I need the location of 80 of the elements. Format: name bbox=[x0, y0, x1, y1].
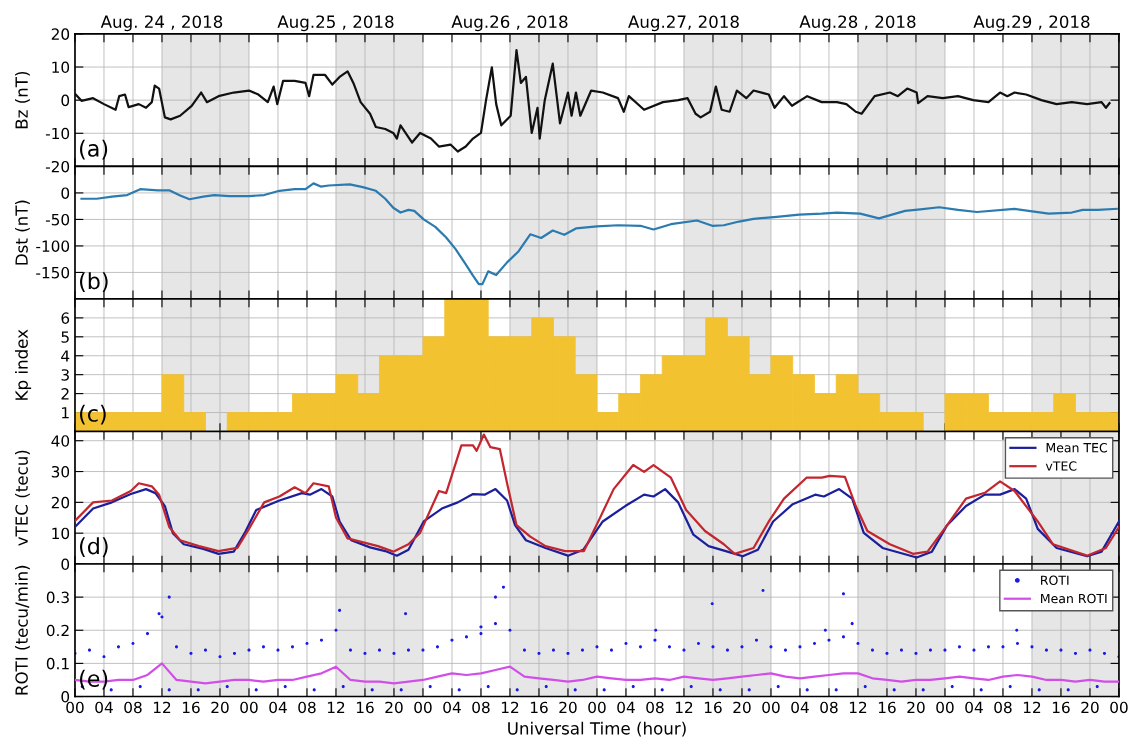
x-tick-label: 00 bbox=[1110, 701, 1128, 714]
y-tick-label: 0.3 bbox=[46, 591, 69, 604]
x-tick-label: 12 bbox=[153, 701, 171, 713]
y-tick-label: 20 bbox=[51, 28, 70, 40]
y-tick-label: 0.2 bbox=[46, 624, 69, 637]
y-tick-label: 30 bbox=[51, 466, 70, 478]
y-tick-label: 3 bbox=[61, 369, 69, 381]
x-tick-label: 00 bbox=[936, 701, 954, 714]
x-tick-label: 08 bbox=[994, 701, 1012, 714]
text: Aug.26 , 2018 bbox=[451, 15, 568, 32]
y-tick-label: 10 bbox=[52, 527, 70, 540]
x-tick-label: 16 bbox=[1052, 701, 1070, 714]
y-tick-label: 10 bbox=[52, 61, 70, 74]
annotation: (b) bbox=[80, 272, 108, 292]
text: Aug.25 , 2018 bbox=[277, 15, 394, 32]
x-tick-label: 20 bbox=[385, 701, 403, 714]
x-tick-label: 08 bbox=[472, 701, 490, 714]
x-tick-label: 12 bbox=[327, 701, 345, 713]
y-tick-label: -20 bbox=[45, 160, 70, 173]
y-tick-label: 0 bbox=[61, 558, 70, 571]
legend-label: Mean ROTI bbox=[1041, 593, 1107, 604]
x-tick-label: 12 bbox=[849, 701, 867, 713]
x-tick-label: 12 bbox=[501, 701, 519, 713]
x-tick-label: 12 bbox=[1023, 701, 1041, 713]
y-axis-title: Dst (nT) bbox=[15, 200, 30, 265]
y-tick-label: 4 bbox=[61, 350, 70, 362]
x-tick-label: 20 bbox=[559, 701, 577, 714]
text: Aug. 24 , 2018 bbox=[100, 15, 223, 32]
y-axis-title: Kp index bbox=[15, 329, 32, 400]
y-tick-label: -50 bbox=[45, 213, 70, 226]
x-tick-label: 08 bbox=[820, 701, 838, 714]
y-tick-label: -150 bbox=[36, 266, 70, 279]
legend-label: ROTI bbox=[1041, 575, 1069, 585]
x-tick-label: 04 bbox=[791, 701, 809, 714]
x-tick-label: 00 bbox=[588, 701, 606, 714]
x-tick-label: 00 bbox=[414, 701, 432, 714]
x-tick-label: 20 bbox=[211, 701, 229, 714]
x-tick-label: 12 bbox=[675, 701, 693, 713]
y-tick-label: 6 bbox=[61, 312, 70, 324]
legend-label: vTEC bbox=[1045, 461, 1077, 471]
y-tick-label: 5 bbox=[61, 331, 69, 343]
x-tick-label: 08 bbox=[298, 701, 316, 714]
x-tick-label: 16 bbox=[878, 701, 896, 714]
y-axis-title: ROTI (tecu/min) bbox=[15, 565, 30, 695]
x-tick-label: 04 bbox=[443, 701, 461, 714]
y-tick-label: 2 bbox=[61, 388, 69, 400]
x-tick-label: 20 bbox=[1081, 701, 1099, 714]
x-tick-label: 16 bbox=[182, 701, 200, 714]
x-tick-label: 16 bbox=[704, 701, 722, 714]
x-tick-label: 08 bbox=[646, 701, 664, 714]
x-tick-label: 20 bbox=[907, 701, 925, 714]
x-axis-title: Universal Time (hour) bbox=[508, 721, 686, 737]
x-tick-label: 04 bbox=[269, 701, 287, 714]
y-tick-label: 1 bbox=[62, 407, 69, 419]
x-tick-label: 04 bbox=[965, 701, 983, 714]
legend-label: Mean TEC bbox=[1046, 442, 1108, 453]
x-tick-label: 08 bbox=[124, 701, 142, 714]
text: Aug.27, 2018 bbox=[628, 15, 739, 32]
annotation: (d) bbox=[80, 537, 108, 557]
x-tick-label: 16 bbox=[530, 701, 548, 714]
x-tick-label: 20 bbox=[733, 701, 751, 714]
y-axis-title: vTEC (tecu) bbox=[15, 450, 30, 546]
y-axis-title: Bz (nT) bbox=[15, 71, 30, 129]
x-tick-label: 04 bbox=[95, 701, 113, 714]
y-tick-label: -10 bbox=[45, 127, 70, 140]
text: Aug.29 , 2018 bbox=[973, 15, 1090, 32]
x-tick-label: 16 bbox=[356, 701, 374, 714]
y-tick-label: 0 bbox=[61, 690, 70, 703]
y-tick-label: 40 bbox=[51, 435, 70, 447]
y-tick-label: -100 bbox=[36, 240, 70, 252]
y-tick-label: 0 bbox=[61, 187, 70, 199]
x-tick-label: 04 bbox=[617, 701, 635, 714]
x-tick-label: 00 bbox=[762, 701, 780, 714]
y-tick-label: 0 bbox=[61, 94, 70, 107]
y-tick-label: 20 bbox=[51, 496, 70, 509]
y-tick-label: 0.1 bbox=[46, 657, 69, 670]
x-tick-label: 00 bbox=[66, 701, 84, 714]
text: Aug.28 , 2018 bbox=[799, 15, 916, 32]
x-tick-label: 00 bbox=[240, 701, 258, 714]
annotation: (a) bbox=[80, 139, 108, 160]
